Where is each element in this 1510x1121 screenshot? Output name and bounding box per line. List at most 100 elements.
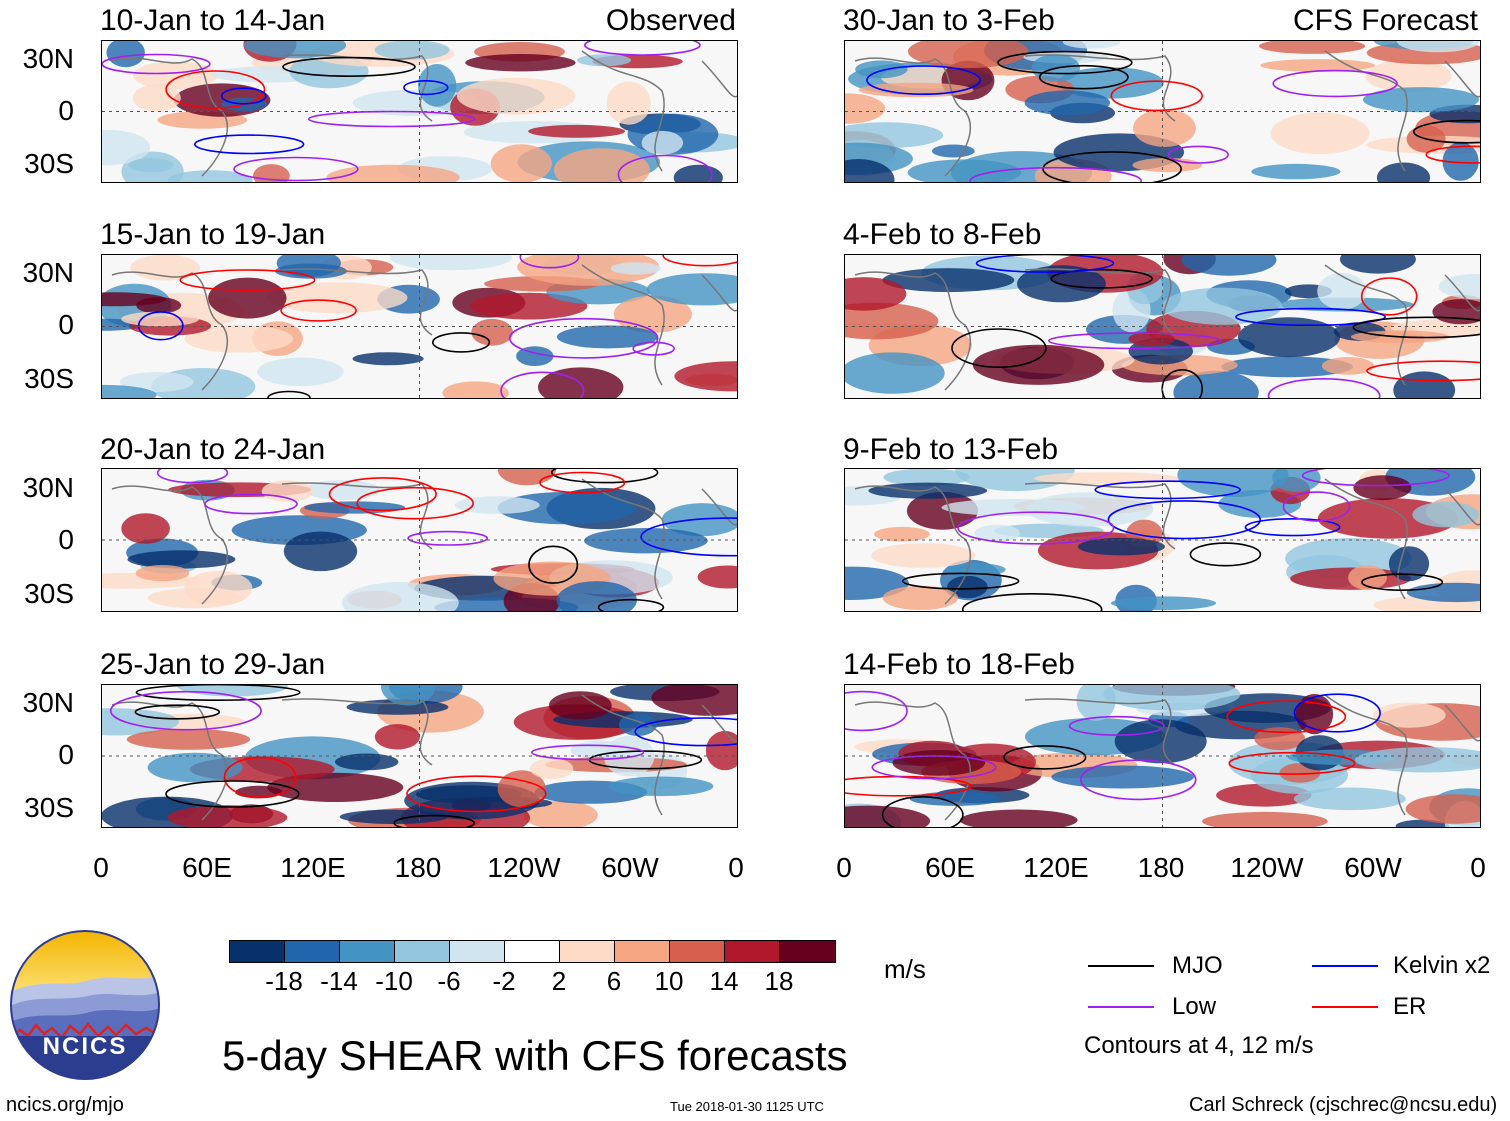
contour-line bbox=[1352, 316, 1480, 339]
colorbar-label: -14 bbox=[320, 966, 358, 996]
colorbar-label: 6 bbox=[606, 966, 622, 996]
lat-label-30s: 30S bbox=[24, 148, 74, 179]
legend-line-kelvin bbox=[1312, 965, 1378, 967]
colorbar-swatch bbox=[449, 940, 505, 963]
contour-line bbox=[403, 79, 449, 96]
contour-line bbox=[1167, 145, 1229, 164]
colorbar-swatch bbox=[504, 940, 560, 963]
contour-line bbox=[280, 299, 357, 322]
legend-label-kelvin: Kelvin x2 bbox=[1393, 952, 1491, 979]
lon-label: 0 bbox=[836, 852, 852, 883]
contour-line bbox=[539, 471, 626, 494]
contour-line bbox=[1042, 151, 1182, 182]
lat-label-eq: 0 bbox=[58, 524, 74, 555]
lon-label: 120E bbox=[1023, 852, 1089, 883]
figure-title: 5-day SHEAR with CFS forecasts bbox=[222, 1032, 848, 1079]
contour-line bbox=[193, 134, 305, 155]
ncics-logo: NCICS bbox=[10, 930, 160, 1080]
lat-label-30s: 30S bbox=[24, 792, 74, 823]
legend-line-low bbox=[1088, 1006, 1154, 1008]
contour-line bbox=[997, 50, 1133, 75]
coastline bbox=[854, 478, 1480, 605]
colorbar-label: -18 bbox=[265, 966, 303, 996]
contour-line bbox=[109, 690, 262, 731]
coastline bbox=[854, 50, 1480, 177]
panel-title: 25-Jan to 29-Jan bbox=[100, 648, 326, 681]
colorbar-swatch bbox=[284, 940, 340, 963]
contour-line bbox=[975, 255, 1115, 273]
contour-line bbox=[328, 477, 437, 512]
footer-timestamp: Tue 2018-01-30 1125 UTC bbox=[670, 1099, 824, 1114]
contour-line bbox=[1079, 759, 1197, 801]
shading-layer bbox=[845, 469, 1480, 611]
contour-line bbox=[551, 469, 659, 484]
contour-line bbox=[179, 269, 316, 292]
contour-line bbox=[1301, 469, 1450, 487]
panel-title: 14-Feb to 18-Feb bbox=[843, 648, 1075, 681]
shear-map bbox=[844, 254, 1481, 399]
colorbar-label: 2 bbox=[551, 966, 567, 996]
shear-map bbox=[844, 40, 1481, 183]
shear-map bbox=[844, 684, 1481, 828]
observed-tag: Observed bbox=[605, 4, 736, 37]
legend-label-er: ER bbox=[1393, 993, 1427, 1020]
contour-line bbox=[957, 511, 1115, 545]
contour-line bbox=[432, 332, 491, 353]
contour-line bbox=[634, 717, 737, 747]
coastline bbox=[854, 264, 1480, 391]
shear-map bbox=[101, 254, 738, 399]
contour-line bbox=[500, 371, 585, 398]
contour-line bbox=[220, 87, 267, 105]
cfs-forecast-tag: CFS Forecast bbox=[1292, 4, 1478, 37]
contour-line bbox=[1048, 332, 1222, 350]
shading-layer bbox=[102, 469, 737, 611]
footer-url[interactable]: ncics.org/mjo bbox=[6, 1094, 124, 1116]
contour-line bbox=[901, 572, 1020, 590]
shear-map bbox=[101, 684, 738, 828]
panel-title: 4-Feb to 8-Feb bbox=[843, 218, 1042, 251]
panel-title: 9-Feb to 13-Feb bbox=[843, 433, 1059, 466]
contour-line bbox=[267, 390, 311, 398]
panel-title: 10-Jan to 14-Jan bbox=[100, 4, 326, 37]
contour-line bbox=[951, 328, 1047, 369]
contour-line bbox=[1228, 751, 1356, 775]
contour-line bbox=[1107, 500, 1261, 540]
contour-line bbox=[1293, 693, 1381, 733]
lon-label: 0 bbox=[728, 852, 744, 883]
lat-label-eq: 0 bbox=[58, 309, 74, 340]
contour-line bbox=[871, 755, 997, 780]
lon-label: 60W bbox=[601, 852, 659, 883]
lon-label: 0 bbox=[1470, 852, 1486, 883]
contour-line bbox=[134, 704, 221, 720]
contour-line bbox=[519, 255, 580, 269]
lat-label-30s: 30S bbox=[24, 578, 74, 609]
contour-line bbox=[508, 317, 659, 359]
lon-label: 120W bbox=[1230, 852, 1304, 883]
colorbar-label: 10 bbox=[654, 966, 684, 996]
colorbar-swatch bbox=[614, 940, 670, 963]
contour-line bbox=[866, 65, 981, 95]
contour-note: Contours at 4, 12 m/s bbox=[1084, 1032, 1314, 1059]
contour-line bbox=[1050, 268, 1153, 289]
footer-author: Carl Schreck (cjschrec@ncsu.edu) bbox=[1189, 1094, 1498, 1116]
colorbar-swatch bbox=[669, 940, 725, 963]
lon-label: 120E bbox=[280, 852, 346, 883]
shading-layer bbox=[845, 685, 1480, 827]
colorbar-swatch bbox=[724, 940, 780, 963]
contour-line bbox=[1189, 542, 1262, 567]
lat-label-30s: 30S bbox=[24, 363, 74, 394]
contour-line bbox=[1038, 64, 1129, 90]
lon-label: 180 bbox=[394, 852, 442, 883]
colorbar-label: 18 bbox=[764, 966, 794, 996]
lat-label-30n: 30N bbox=[22, 687, 74, 718]
colorbar-swatch bbox=[559, 940, 615, 963]
contour-line bbox=[282, 56, 416, 77]
contour-line bbox=[406, 775, 547, 813]
contour-line bbox=[233, 156, 359, 182]
coastline bbox=[111, 264, 737, 391]
contour-line bbox=[1282, 491, 1351, 522]
lat-label-eq: 0 bbox=[58, 739, 74, 770]
contour-line bbox=[356, 486, 474, 520]
colorbar-label: -10 bbox=[375, 966, 413, 996]
contour-line bbox=[1110, 80, 1203, 112]
